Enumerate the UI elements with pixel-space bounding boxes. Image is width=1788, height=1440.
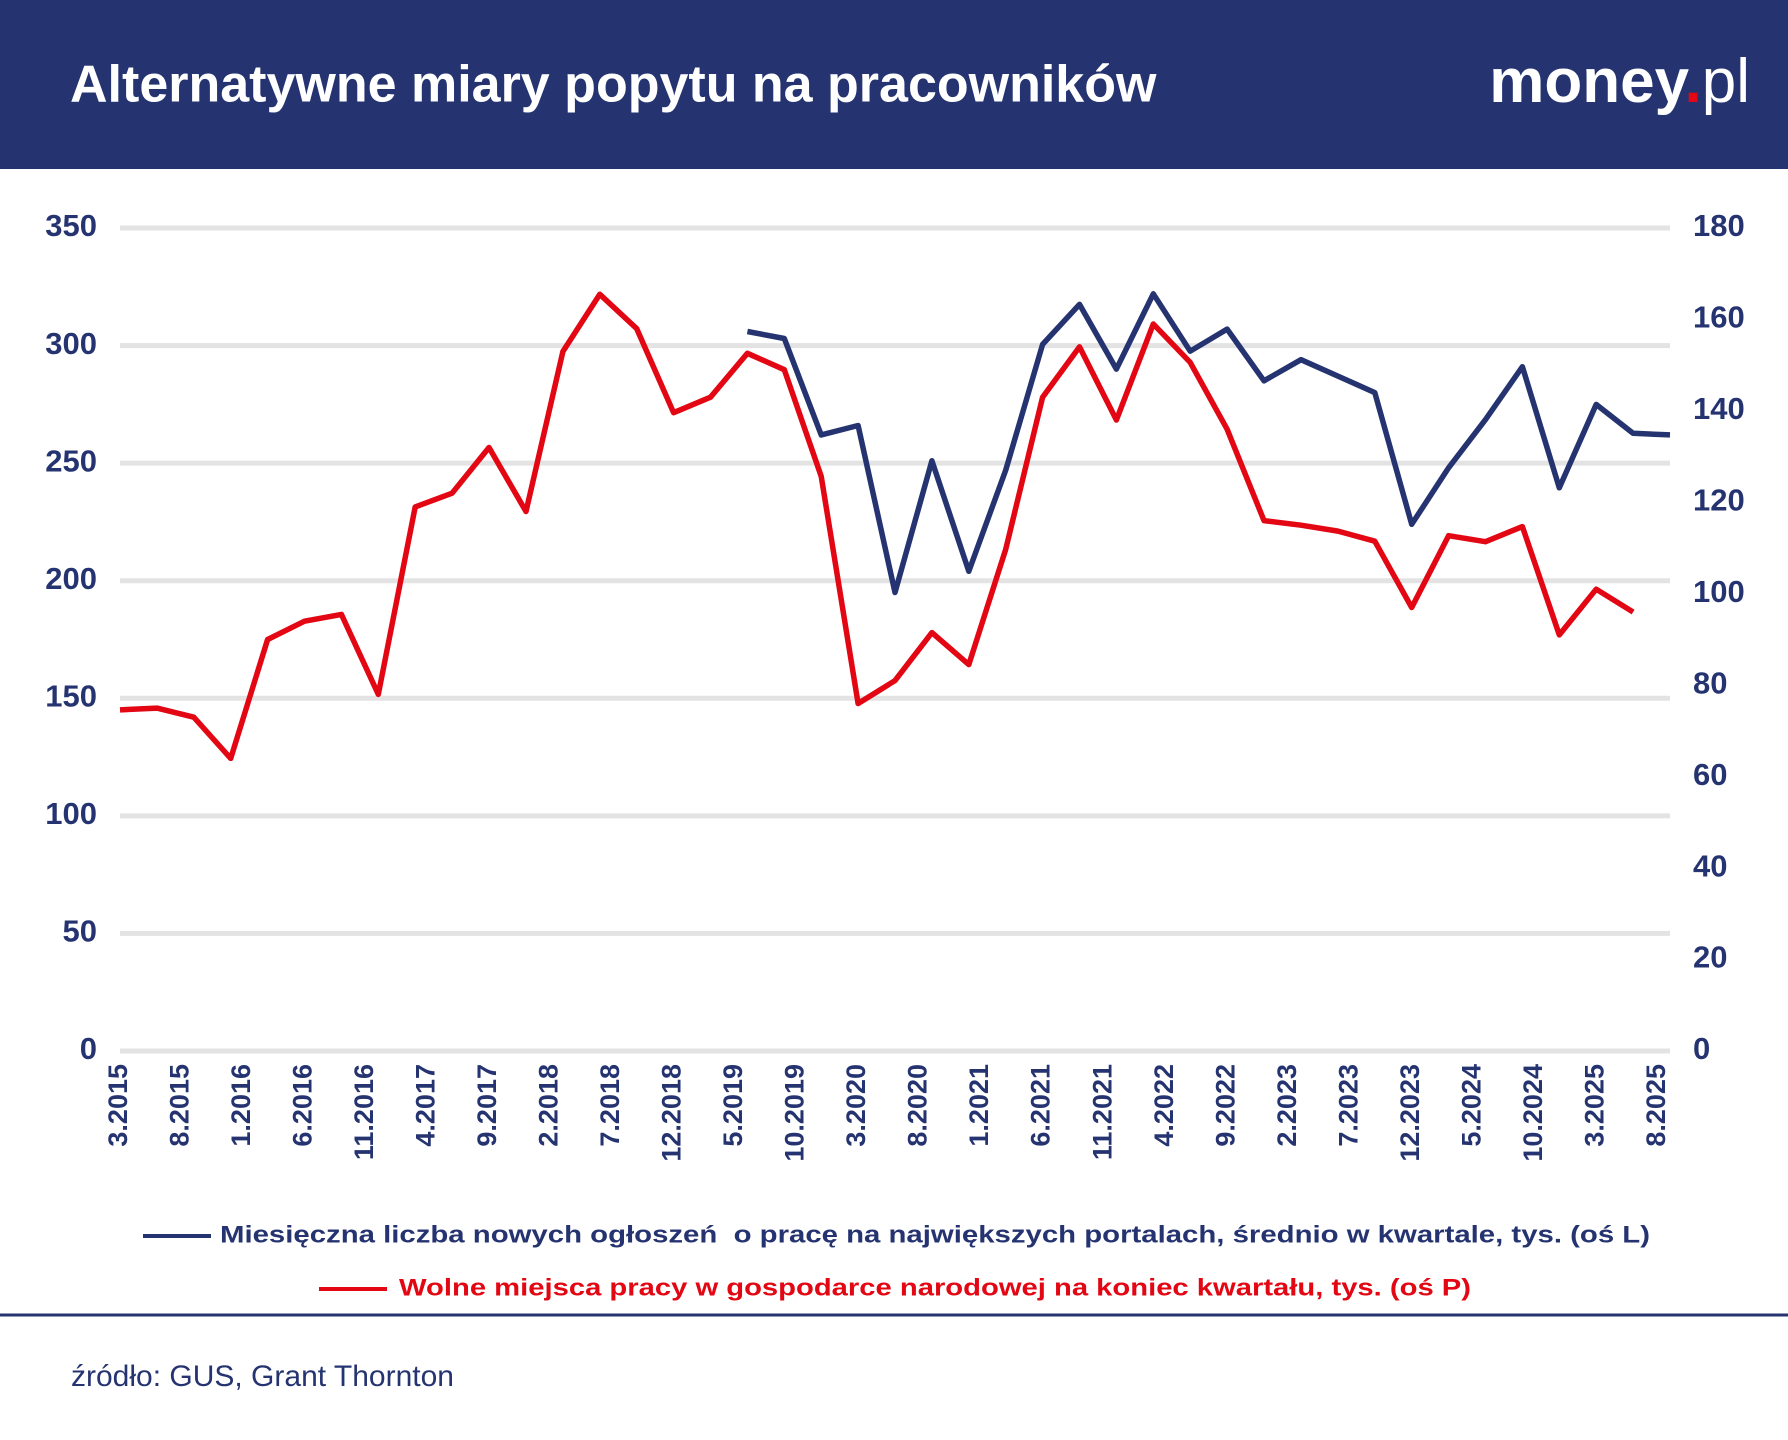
- x-tick-label: 11.2021: [1087, 1064, 1117, 1160]
- y2-tick-label: 140: [1693, 391, 1745, 426]
- x-tick-label: 2.2023: [1272, 1064, 1302, 1147]
- x-tick-label: 8.2015: [165, 1064, 195, 1147]
- x-tick-label: 2.2018: [534, 1064, 564, 1147]
- y-tick-label: 250: [45, 443, 97, 478]
- x-tick-label: 11.2016: [349, 1064, 379, 1160]
- x-tick-label: 3.2015: [103, 1064, 133, 1147]
- y-tick-label: 100: [45, 796, 97, 831]
- y2-tick-label: 0: [1693, 1031, 1710, 1066]
- x-tick-label: 6.2021: [1026, 1064, 1056, 1147]
- brand-logo: money.pl: [1489, 47, 1750, 116]
- chart-title: Alternatywne miary popytu na pracowników: [70, 56, 1157, 114]
- y-tick-label: 0: [80, 1031, 97, 1066]
- y2-tick-label: 120: [1693, 483, 1745, 518]
- x-tick-label: 3.2025: [1579, 1064, 1609, 1147]
- legend-label: Miesięczna liczba nowych ogłoszeń o prac…: [220, 1221, 1650, 1248]
- x-tick-label: 10.2019: [780, 1064, 810, 1162]
- x-tick-label: 5.2024: [1456, 1064, 1486, 1147]
- x-tick-label: 9.2017: [472, 1064, 502, 1147]
- y2-tick-label: 100: [1693, 574, 1745, 609]
- x-tick-label: 5.2019: [718, 1064, 748, 1147]
- brand-name: money: [1489, 47, 1689, 116]
- y-tick-label: 150: [45, 678, 97, 713]
- x-tick-label: 9.2022: [1210, 1064, 1240, 1147]
- y2-tick-label: 40: [1693, 848, 1727, 883]
- x-tick-label: 7.2023: [1333, 1064, 1363, 1147]
- x-tick-label: 6.2016: [288, 1064, 318, 1147]
- series-line: [119, 291, 1635, 762]
- source-note: źródło: GUS, Grant Thornton: [71, 1360, 454, 1393]
- y-tick-label: 350: [45, 208, 97, 243]
- header-band: [0, 0, 1788, 169]
- x-tick-label: 10.2024: [1518, 1064, 1548, 1162]
- y2-tick-label: 160: [1693, 300, 1745, 335]
- y2-tick-label: 60: [1693, 757, 1727, 792]
- x-tick-label: 4.2022: [1149, 1064, 1179, 1147]
- x-tick-label: 12.2018: [657, 1064, 687, 1162]
- x-tick-label: 7.2018: [595, 1064, 625, 1147]
- y-tick-label: 200: [45, 561, 97, 596]
- y2-tick-label: 20: [1693, 940, 1727, 975]
- x-tick-label: 1.2021: [964, 1064, 994, 1147]
- brand-dot: .: [1685, 47, 1702, 116]
- x-tick-label: 8.2020: [903, 1064, 933, 1147]
- x-tick-label: 8.2025: [1641, 1064, 1671, 1147]
- y-tick-label: 300: [45, 326, 97, 361]
- x-tick-label: 1.2016: [226, 1064, 256, 1147]
- y2-tick-label: 80: [1693, 665, 1727, 700]
- x-tick-label: 3.2020: [841, 1064, 871, 1147]
- y2-tick-label: 180: [1693, 208, 1745, 243]
- legend-label: Wolne miejsca pracy w gospodarce narodow…: [399, 1274, 1471, 1301]
- y-tick-label: 50: [63, 914, 97, 949]
- brand-tld: pl: [1702, 47, 1750, 116]
- x-tick-label: 4.2017: [411, 1064, 441, 1147]
- x-tick-label: 12.2023: [1395, 1064, 1425, 1162]
- series-line: [746, 291, 1671, 596]
